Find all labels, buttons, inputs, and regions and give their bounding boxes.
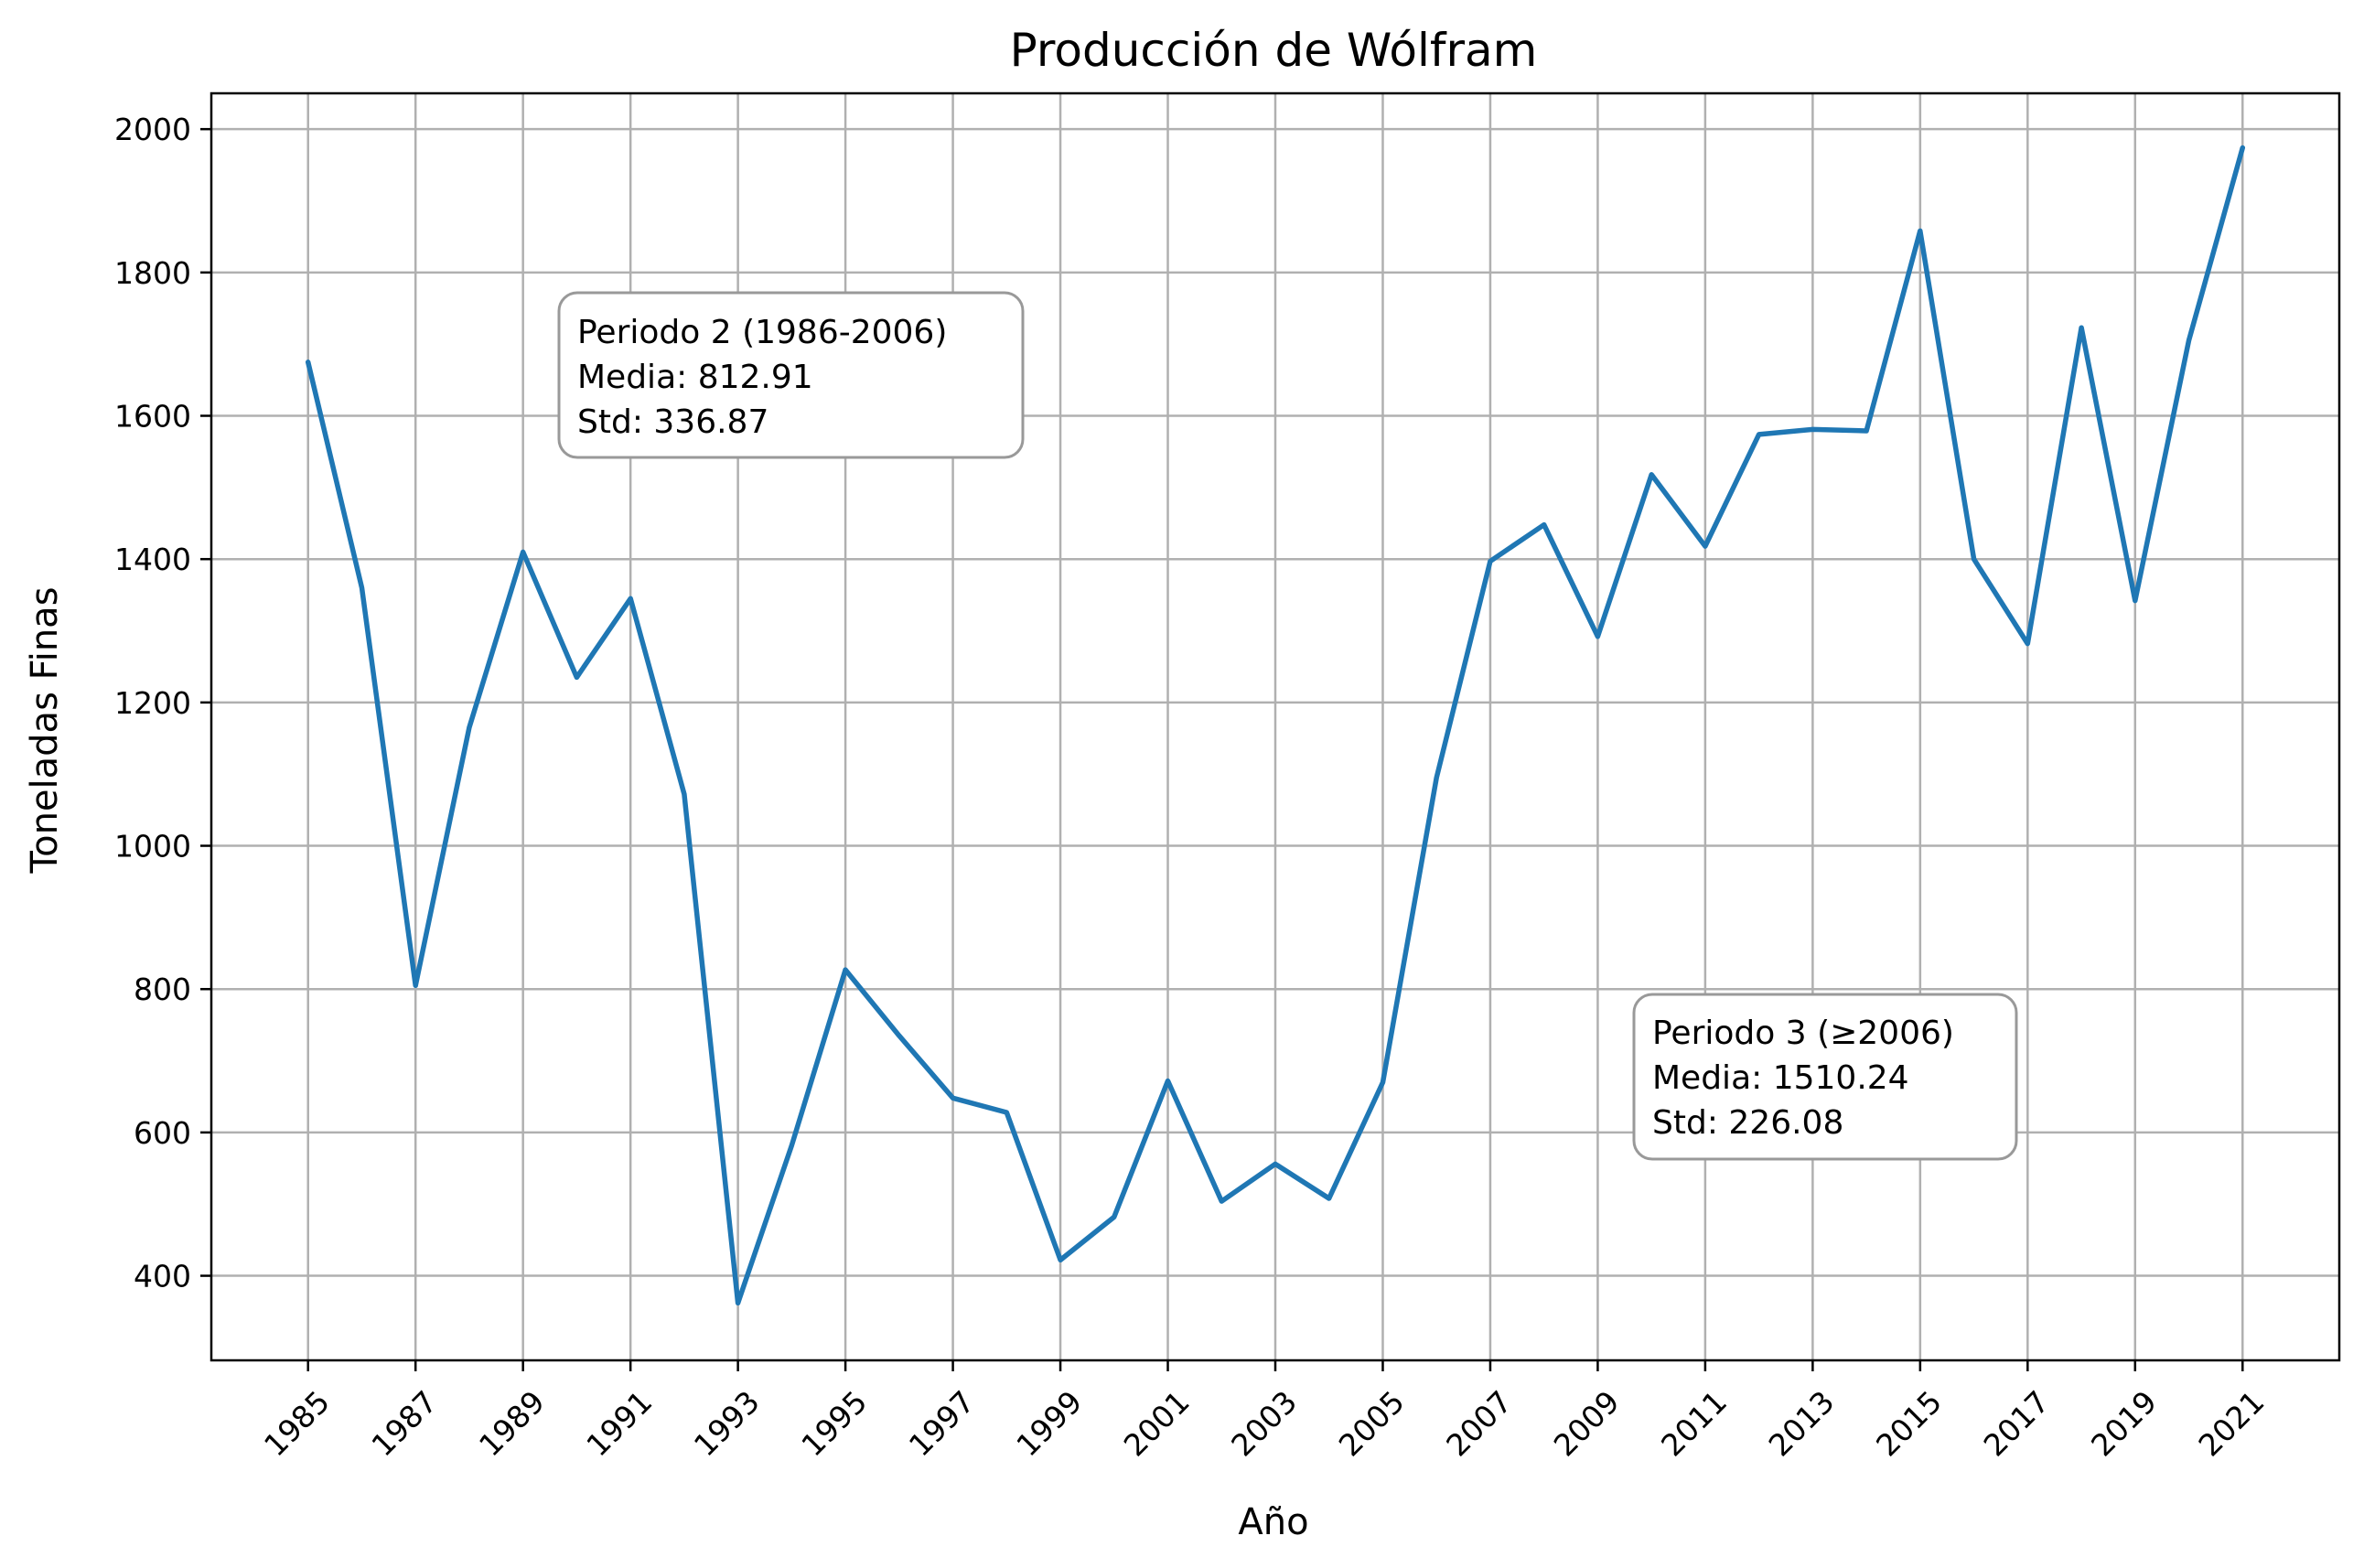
x-tick-label-2019: 2019 [2084, 1384, 2164, 1464]
x-tick-label-2017: 2017 [1977, 1384, 2057, 1464]
x-tick-label-2021: 2021 [2192, 1384, 2272, 1464]
data-point-2010 [1650, 474, 1652, 476]
data-point-2001 [1167, 1079, 1169, 1081]
data-point-1997 [952, 1097, 954, 1099]
y-tick-label-1600: 1600 [114, 399, 191, 435]
y-tick-label-1800: 1800 [114, 255, 191, 291]
data-point-1995 [844, 969, 846, 971]
data-point-2017 [2026, 643, 2028, 645]
annotation-period-3-box [1632, 993, 2018, 1161]
x-tick-label-2015: 2015 [1869, 1384, 1949, 1464]
data-point-2019 [2134, 600, 2136, 602]
data-point-2009 [1596, 636, 1598, 638]
data-point-2011 [1704, 545, 1706, 547]
data-point-2006 [1435, 777, 1437, 779]
data-point-1989 [522, 551, 524, 553]
x-tick-label-1997: 1997 [902, 1384, 982, 1464]
grid [211, 93, 2339, 1360]
x-tick-label-1985: 1985 [257, 1384, 337, 1464]
annotation-period-3-line-2: Media: 1510.24 [1652, 1059, 1909, 1097]
y-tick-labels: 400 600 800 1000 1200 1400 1600 1800 2000 [114, 112, 191, 1294]
data-point-2016 [1973, 558, 1975, 560]
y-tick-label-2000: 2000 [114, 112, 191, 147]
data-point-1991 [629, 597, 631, 599]
data-point-2021 [2241, 147, 2243, 149]
data-point-1999 [1059, 1259, 1061, 1261]
data-point-1992 [683, 793, 685, 795]
data-point-1987 [414, 984, 416, 986]
y-tick-label-800: 800 [134, 972, 191, 1007]
y-tick-label-1000: 1000 [114, 829, 191, 865]
x-tick-labels: 1985 1987 1989 1991 1993 1995 1997 1999 2001 2003… [257, 1384, 2272, 1464]
x-tick-label-1989: 1989 [472, 1384, 552, 1464]
annotation-period-3: Periodo 3 (≥2006) Media: 1510.24 Std: 22… [1632, 993, 2018, 1161]
ticks [200, 127, 2244, 1371]
annotation-period-2-line-2: Media: 812.91 [577, 359, 813, 396]
x-axis-label: Año [1238, 1501, 1308, 1543]
x-tick-label-2005: 2005 [1332, 1384, 1412, 1464]
y-tick-label-600: 600 [134, 1115, 191, 1151]
data-point-1988 [468, 726, 470, 728]
x-tick-label-1991: 1991 [579, 1384, 659, 1464]
data-point-1993 [737, 1302, 739, 1304]
x-tick-label-1993: 1993 [687, 1384, 767, 1464]
annotation-period-2: Periodo 2 (1986-2006) Media: 812.91 Std:… [557, 291, 1025, 459]
data-point-2012 [1758, 434, 1760, 435]
data-point-2005 [1381, 1081, 1383, 1083]
data-point-1986 [360, 587, 362, 589]
annotation-period-2-line-1: Periodo 2 (1986-2006) [577, 314, 947, 351]
y-tick-label-1400: 1400 [114, 542, 191, 577]
x-tick-label-2007: 2007 [1439, 1384, 1519, 1464]
data-point-2002 [1220, 1200, 1222, 1202]
data-point-2003 [1274, 1163, 1276, 1165]
y-tick-label-1200: 1200 [114, 685, 191, 721]
annotation-period-3-line-1: Periodo 3 (≥2006) [1652, 1015, 1954, 1052]
y-tick-label-400: 400 [134, 1259, 191, 1294]
series-layer [305, 145, 2246, 1306]
data-point-2007 [1489, 561, 1491, 563]
x-tick-label-2001: 2001 [1117, 1384, 1197, 1464]
data-point-2014 [1865, 430, 1867, 432]
x-tick-label-2009: 2009 [1547, 1384, 1627, 1464]
x-tick-label-1999: 1999 [1009, 1384, 1089, 1464]
annotation-period-2-line-3: Std: 336.87 [577, 403, 768, 441]
x-tick-label-1987: 1987 [364, 1384, 444, 1464]
annotation-period-3-line-3: Std: 226.08 [1652, 1104, 1843, 1142]
data-point-2004 [1328, 1197, 1330, 1199]
x-tick-label-1995: 1995 [794, 1384, 874, 1464]
data-point-1990 [575, 676, 577, 678]
x-tick-label-2003: 2003 [1224, 1384, 1304, 1464]
chart-title: Producción de Wólfram [1010, 24, 1538, 77]
data-point-2008 [1543, 524, 1545, 526]
data-point-2020 [2188, 339, 2190, 341]
annotation-period-2-box [557, 291, 1025, 459]
data-point-2000 [1113, 1216, 1115, 1218]
data-point-1985 [307, 361, 309, 363]
data-point-1994 [790, 1144, 792, 1146]
y-axis-label: Toneladas Finas [24, 586, 66, 874]
x-tick-label-2013: 2013 [1762, 1384, 1842, 1464]
x-tick-label-2011: 2011 [1654, 1384, 1734, 1464]
data-point-2013 [1811, 428, 1813, 430]
